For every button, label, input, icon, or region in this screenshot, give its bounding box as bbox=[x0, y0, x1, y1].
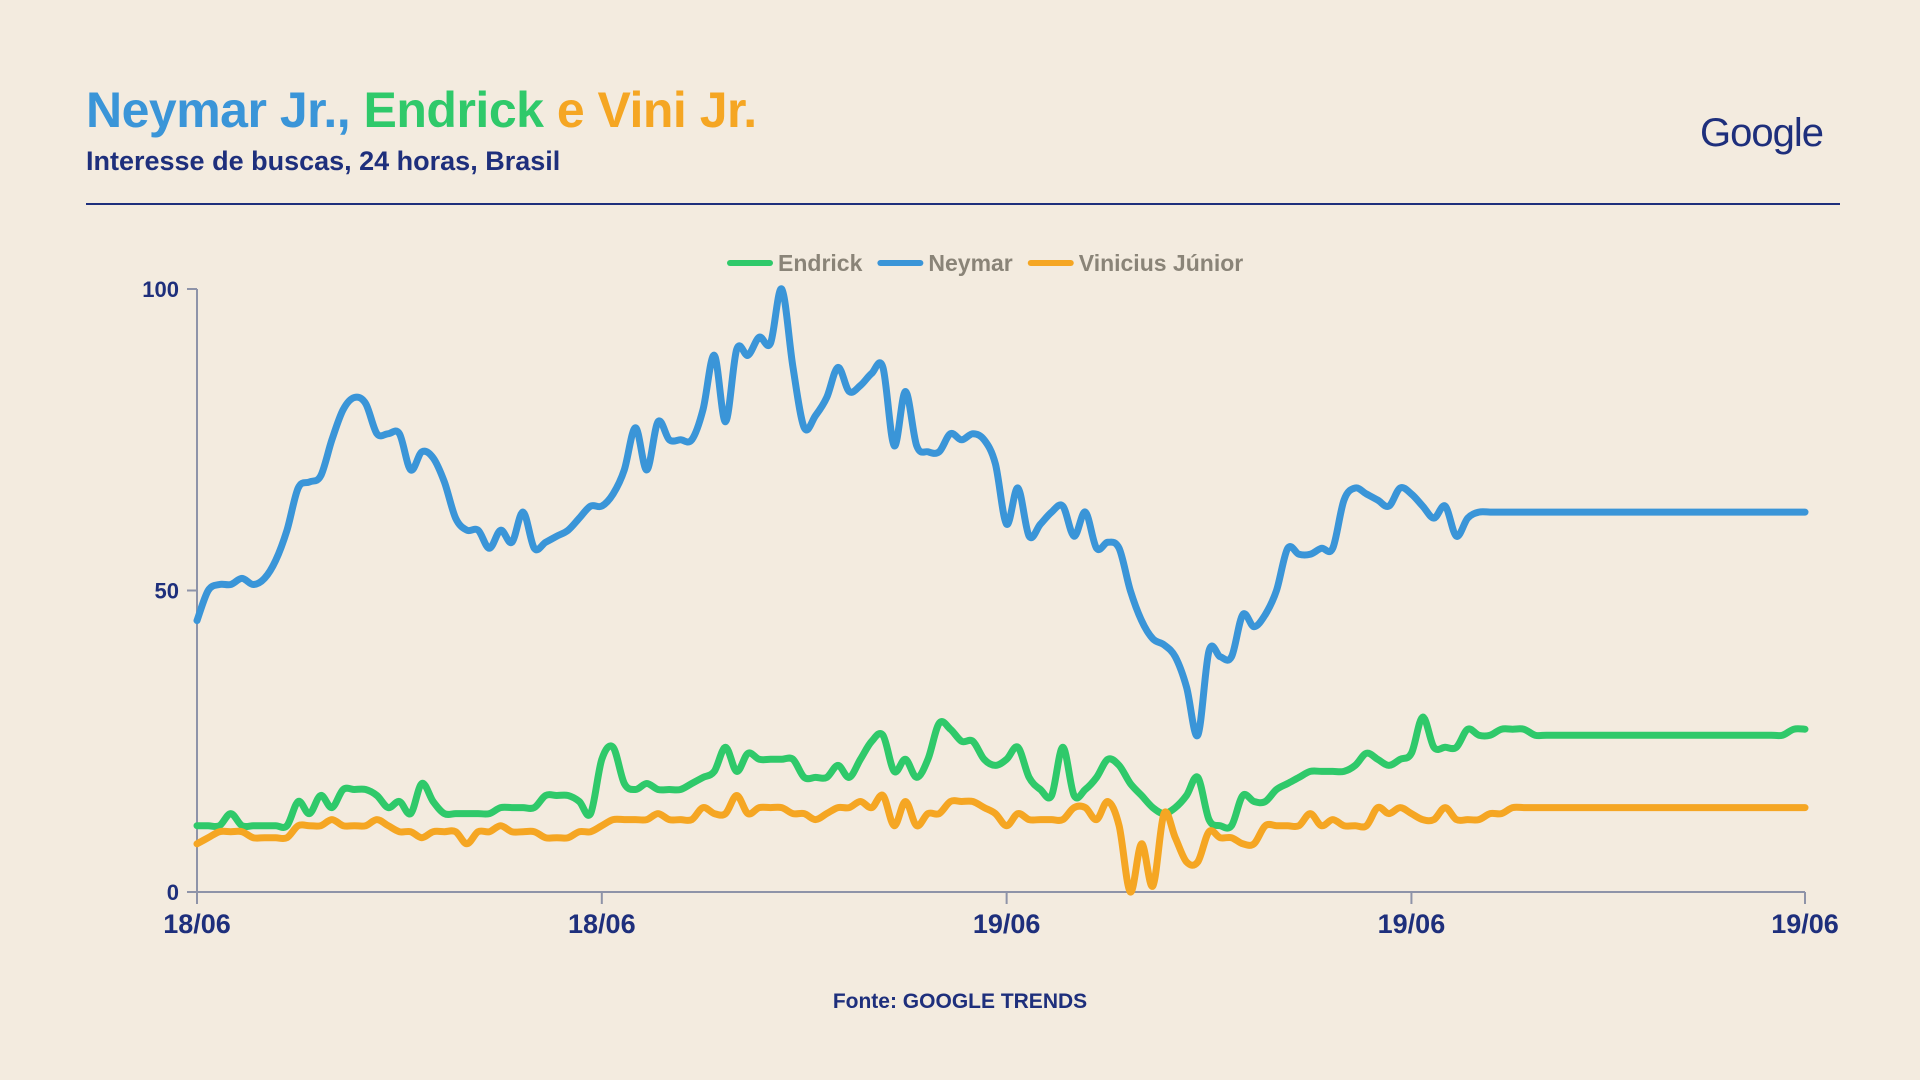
title-part-vini: Vini Jr. bbox=[584, 82, 758, 138]
y-tick-label: 50 bbox=[155, 579, 179, 604]
title-part-endrick: Endrick bbox=[350, 82, 544, 138]
series-line-endrick bbox=[193, 713, 1809, 832]
chart-axes: 0 50 100 18/06 18/06 19/06 19/06 19/06 bbox=[142, 277, 1839, 939]
legend-label-neymar: Neymar bbox=[928, 250, 1012, 276]
series-line-neymar bbox=[193, 285, 1809, 739]
y-tick-label: 100 bbox=[142, 277, 179, 302]
y-tick-label: 0 bbox=[167, 880, 179, 905]
google-logo: Google bbox=[1700, 111, 1824, 155]
x-tick-label: 19/06 bbox=[973, 909, 1041, 939]
chart-legend: Endrick Neymar Vinicius Júnior bbox=[727, 250, 1243, 276]
legend-label-vinicius-j-nior: Vinicius Júnior bbox=[1079, 250, 1243, 276]
title-part-e: e bbox=[543, 82, 585, 138]
x-tick-label: 18/06 bbox=[568, 909, 636, 939]
x-tick-label: 19/06 bbox=[1378, 909, 1446, 939]
source-note: Fonte: GOOGLE TRENDS bbox=[832, 990, 1088, 1013]
series-line-vinicius-j-nior bbox=[193, 791, 1809, 896]
title-part-neymar: Neymar Jr., bbox=[86, 82, 351, 138]
x-tick-label: 18/06 bbox=[163, 909, 231, 939]
x-tick-label: 19/06 bbox=[1771, 909, 1839, 939]
chart-title: Neymar Jr., Endrick e Vini Jr. bbox=[86, 80, 757, 140]
legend-label-endrick: Endrick bbox=[778, 250, 863, 276]
header-divider bbox=[86, 203, 1840, 205]
chart-series bbox=[193, 285, 1809, 896]
chart-subtitle: Interesse de buscas, 24 horas, Brasil bbox=[86, 146, 561, 176]
